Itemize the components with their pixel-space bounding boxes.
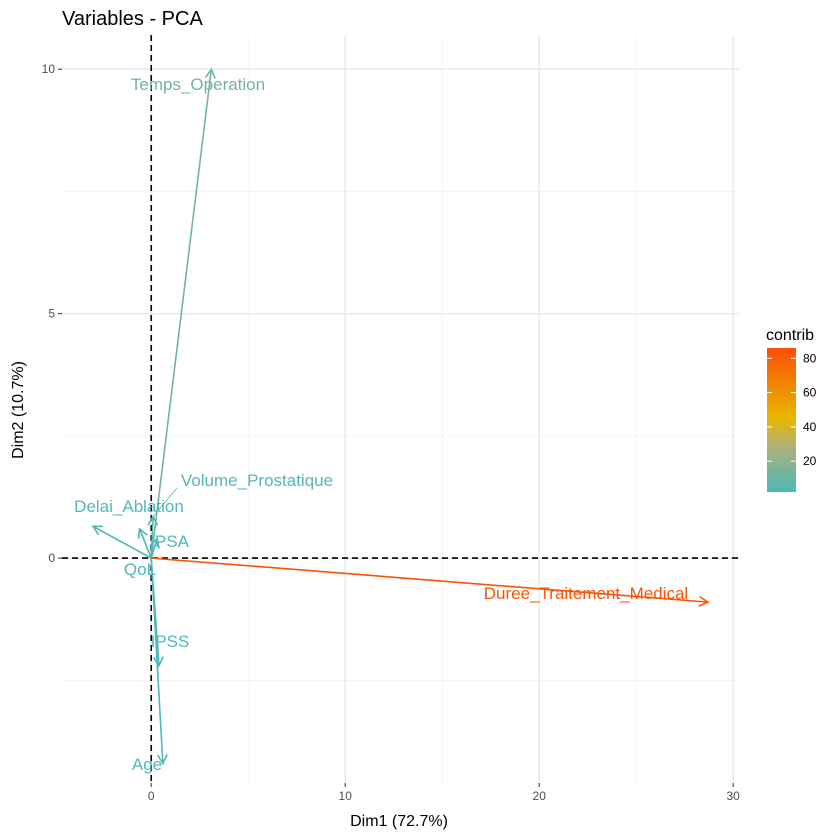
arrow-head (152, 656, 164, 668)
label-ipss: IPSS (151, 632, 190, 651)
axes: 0 10 20 30 0 5 10 (42, 62, 741, 803)
arrow-age (150, 558, 168, 766)
y-tick-label: 0 (48, 551, 55, 565)
arrow-shaft (150, 558, 164, 764)
arrow-delai-ablation (91, 525, 152, 559)
chart-title: Variables - PCA (62, 8, 203, 30)
arrow-head (156, 754, 168, 766)
arrow-temps-operation (150, 67, 216, 559)
arrow-shaft (138, 528, 152, 559)
legend-title: contrib (766, 327, 814, 344)
y-tick-label: 10 (42, 62, 56, 76)
label-psa: PSA (155, 532, 190, 551)
y-tick-label: 5 (48, 307, 55, 321)
legend-colorbar (767, 348, 796, 492)
arrow-head (204, 67, 216, 79)
arrow-shaft (150, 538, 158, 559)
arrow-shaft (150, 516, 154, 559)
y-axis-title: Dim2 (10.7%) (10, 361, 27, 459)
label-duree-traitement-medical: Duree_Traitement_Medical (484, 584, 688, 603)
x-tick-label: 30 (727, 789, 741, 803)
legend-tick-label: 80 (803, 351, 817, 365)
plot-panel (62, 35, 739, 783)
arrow-head (698, 595, 710, 607)
x-tick-label: 10 (339, 789, 353, 803)
variable-arrows (91, 67, 710, 766)
arrow-shaft (92, 525, 152, 559)
label-delai-ablation: Delai_Ablation (74, 497, 184, 516)
arrow-shaft (151, 557, 709, 603)
label-volume-prostatique: Volume_Prostatique (181, 471, 333, 490)
arrow-head (91, 525, 104, 536)
x-tick-label: 0 (148, 789, 155, 803)
arrow-psa (149, 536, 160, 559)
x-tick-label: 20 (533, 789, 547, 803)
label-age: Age (132, 755, 162, 774)
legend-tick-label: 40 (803, 420, 817, 434)
variable-labels: Temps_Operation Volume_Prostatique Delai_A… (74, 75, 688, 774)
label-qol: QoL (124, 560, 156, 579)
contrib-legend: contrib 20 40 60 80 (766, 327, 817, 492)
arrow-qol (137, 527, 152, 559)
label-temps-operation: Temps_Operation (131, 75, 265, 94)
arrow-head (137, 527, 148, 539)
arrow-duree-traitement-medical (151, 557, 710, 607)
arrow-head (149, 536, 160, 549)
arrow-shaft (150, 69, 213, 559)
label-leader-line (152, 487, 178, 517)
x-axis-title: Dim1 (72.7%) (350, 813, 448, 830)
legend-tick-label: 60 (803, 386, 817, 400)
legend-tick-label: 20 (803, 454, 817, 468)
